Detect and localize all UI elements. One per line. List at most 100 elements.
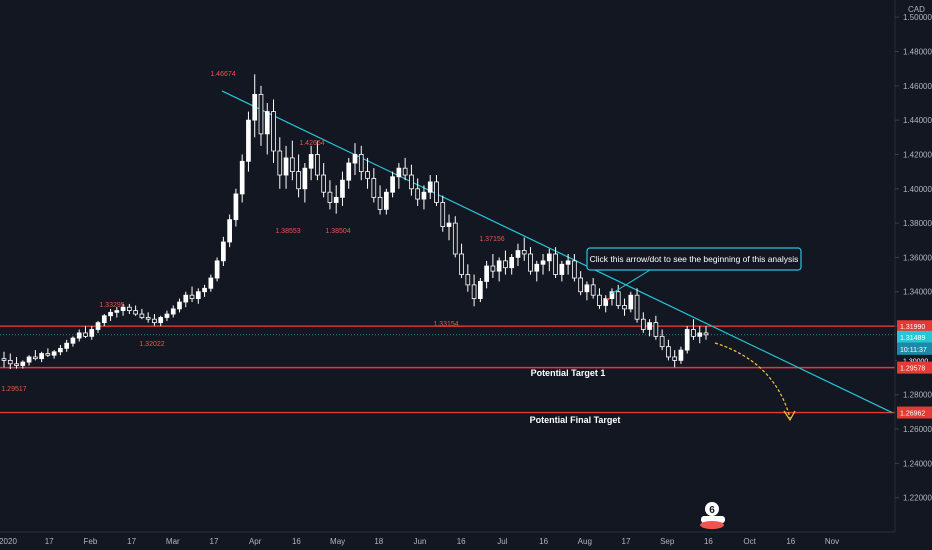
candle-body bbox=[340, 179, 345, 198]
candle-body bbox=[139, 313, 145, 318]
candles bbox=[1, 74, 709, 369]
candle-body bbox=[421, 191, 427, 200]
candle-body bbox=[446, 222, 452, 227]
candle-body bbox=[158, 317, 164, 324]
candle-body bbox=[484, 265, 489, 282]
price-axis[interactable] bbox=[895, 0, 932, 550]
analysis-marker-icon[interactable] bbox=[606, 298, 610, 301]
time-axis[interactable] bbox=[0, 532, 932, 550]
price-annotation: 1.38504 bbox=[325, 228, 350, 235]
candle-body bbox=[396, 167, 402, 178]
time-tick-label: Nov bbox=[825, 537, 839, 546]
candle-body bbox=[202, 287, 207, 293]
price-annotation: 1.33295 bbox=[99, 302, 124, 309]
price-annotations: 1.46674 1.42664 1.38553 1.38504 1.37156 1.331… bbox=[1, 71, 504, 393]
callout-box[interactable] bbox=[586, 247, 802, 271]
candle-body bbox=[271, 111, 276, 152]
candle-body bbox=[565, 260, 571, 265]
candle-body bbox=[302, 167, 308, 190]
price-annotation: 1.29517 bbox=[1, 386, 26, 393]
candle-body bbox=[377, 196, 383, 210]
candle-body bbox=[471, 284, 477, 300]
candle-body bbox=[108, 311, 113, 317]
time-tick-label: 17 bbox=[622, 537, 631, 546]
price-tick-label: 1.34000 bbox=[903, 288, 932, 297]
candle-body bbox=[628, 294, 634, 310]
candle-body bbox=[177, 301, 182, 310]
candle-body bbox=[534, 263, 540, 272]
time-tick-label: May bbox=[330, 537, 345, 546]
candle-body bbox=[64, 342, 70, 349]
candle-body bbox=[703, 332, 709, 336]
time-tick-label: Aug bbox=[578, 537, 592, 546]
time-tick-label: 17 bbox=[210, 537, 219, 546]
analysis-callout[interactable]: Click this arrow/dot to see the beginnin… bbox=[586, 247, 802, 301]
candle-body bbox=[252, 93, 258, 121]
candle-body bbox=[70, 337, 76, 344]
callout-text: Click this arrow/dot to see the beginnin… bbox=[590, 254, 799, 264]
time-tick-label: Mar bbox=[166, 537, 180, 546]
countdown-tag: 10:11:37 bbox=[900, 347, 927, 354]
candle-body bbox=[258, 93, 264, 135]
price-tick-label: 1.46000 bbox=[903, 82, 932, 91]
candle-body bbox=[114, 310, 120, 313]
candle-body bbox=[515, 250, 521, 258]
candle-body bbox=[89, 329, 95, 337]
candle-body bbox=[170, 308, 176, 315]
candle-body bbox=[101, 315, 107, 324]
candle-body bbox=[528, 253, 533, 272]
price-annotation: 1.42664 bbox=[299, 140, 324, 147]
candle-body bbox=[145, 317, 151, 320]
candle-body bbox=[634, 294, 640, 320]
candle-body bbox=[39, 353, 44, 360]
price-annotation: 1.46674 bbox=[210, 71, 235, 78]
candle-body bbox=[277, 150, 283, 176]
candle-body bbox=[133, 310, 138, 315]
candle-body bbox=[465, 274, 471, 286]
candle-body bbox=[572, 260, 577, 279]
candle-body bbox=[358, 154, 364, 173]
candle-body bbox=[653, 322, 659, 337]
price-tick-label: 1.26000 bbox=[903, 425, 932, 434]
candle-body bbox=[559, 263, 565, 275]
time-tick-label: 16 bbox=[786, 537, 795, 546]
logo-circle bbox=[705, 502, 719, 516]
candle-body bbox=[597, 294, 602, 306]
candle-body bbox=[283, 157, 289, 176]
time-tick-label: 17 bbox=[45, 537, 54, 546]
arrowhead-icon bbox=[783, 410, 796, 422]
candle-body bbox=[321, 174, 327, 193]
candle-body bbox=[434, 181, 439, 203]
logo-glyph: 6 bbox=[709, 505, 715, 516]
candle-body bbox=[352, 154, 358, 164]
time-tick-label: 17 bbox=[127, 537, 136, 546]
candle-body bbox=[452, 222, 458, 255]
candle-body bbox=[183, 294, 189, 303]
candle-body bbox=[127, 306, 132, 312]
time-tick-label: 16 bbox=[292, 537, 301, 546]
candle-body bbox=[640, 318, 646, 330]
trendline[interactable] bbox=[221, 90, 893, 414]
candle-body bbox=[333, 196, 339, 203]
candle-body bbox=[415, 188, 421, 200]
price-tick-label: 1.48000 bbox=[903, 47, 932, 56]
callout-pointer bbox=[610, 269, 651, 295]
candle-body bbox=[32, 356, 38, 360]
time-tick-label: Oct bbox=[743, 537, 756, 546]
candle-body bbox=[672, 356, 678, 361]
candle-body bbox=[496, 260, 502, 272]
horizontal-levels[interactable] bbox=[0, 325, 895, 414]
candle-body bbox=[95, 322, 101, 330]
price-tick-label: 1.50000 bbox=[903, 13, 932, 22]
candle-body bbox=[427, 181, 433, 193]
candle-body bbox=[365, 171, 370, 179]
level-1-tag-bg bbox=[897, 320, 932, 333]
price-tick-label: 1.40000 bbox=[903, 185, 932, 194]
price-annotation: 1.37156 bbox=[479, 236, 504, 243]
time-tick-label: Jun bbox=[414, 537, 427, 546]
candle-body bbox=[546, 253, 552, 262]
candle-body bbox=[289, 157, 295, 173]
tradingview-logo: 6 bbox=[700, 502, 725, 529]
